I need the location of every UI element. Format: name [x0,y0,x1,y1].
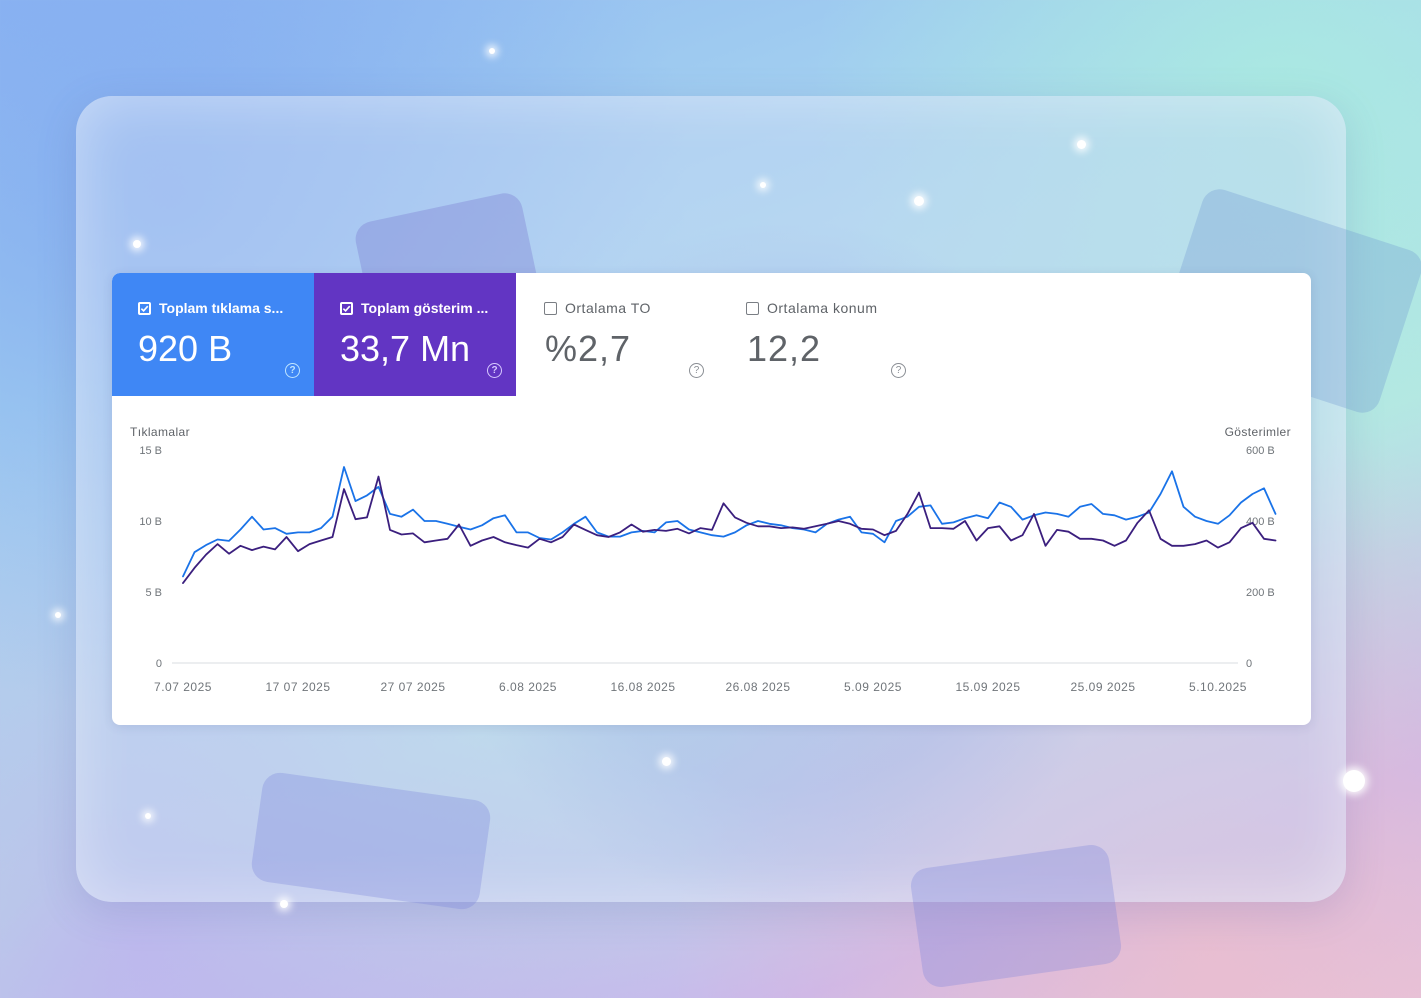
line-chart-svg: 0 5 B 10 B 15 B 0 200 B 400 B 600 B 7.07 2025 17 … [139,445,1277,694]
metric-average-ctr[interactable]: Ortalama TO %2,7 ? [516,273,718,396]
x-tick-label: 15.09 2025 [955,680,1020,694]
y-tick-label-left: 5 B [145,587,162,599]
y-tick-label-left: 15 B [139,445,162,457]
metric-value: 12,2 [747,328,822,369]
checkbox-icon[interactable] [138,301,151,315]
decor-shape [249,770,493,912]
x-tick-label: 17 07 2025 [265,680,330,694]
y-axis-title-clicks: Tıklamalar [130,425,191,439]
x-tick-label: 5.09 2025 [844,680,902,694]
x-tick-label: 5.10.2025 [1189,680,1247,694]
help-circle-icon[interactable]: ? [689,363,704,378]
metric-header: Ortalama TO [544,300,651,316]
help-circle-icon[interactable]: ? [285,363,300,378]
metric-label: Toplam gösterim ... [361,300,489,316]
sparkle [662,757,671,766]
sparkle [914,196,924,206]
y-tick-label-left: 10 B [139,516,162,528]
sparkle [760,182,766,188]
checkbox-icon[interactable] [746,301,759,315]
help-circle-icon[interactable]: ? [487,363,502,378]
x-tick-label: 6.08 2025 [499,680,557,694]
metric-total-clicks[interactable]: Toplam tıklama s... 920 B ? [112,273,314,396]
sparkle [55,612,61,618]
sparkle [145,813,151,819]
series-line-impressions [182,475,1277,585]
metric-tabs: Toplam tıklama s... 920 B ? Toplam göste… [112,273,1311,396]
checkbox-icon[interactable] [340,301,353,315]
performance-card: Toplam tıklama s... 920 B ? Toplam göste… [112,273,1311,725]
x-tick-label: 16.08 2025 [610,680,675,694]
metric-label: Ortalama TO [565,300,651,316]
y-tick-label-right: 0 [1246,658,1252,670]
y-axis-title-impressions: Gösterimler [1224,425,1291,439]
metric-label: Ortalama konum [767,300,878,316]
metric-value: 33,7 Mn [340,328,471,369]
x-tick-label: 25.09 2025 [1070,680,1135,694]
y-tick-label-left: 0 [156,658,162,670]
metric-total-impressions[interactable]: Toplam gösterim ... 33,7 Mn ? [314,273,516,396]
sparkle [280,900,288,908]
metric-label: Toplam tıklama s... [159,300,284,316]
y-tick-label-right: 600 B [1246,445,1275,457]
performance-chart: Tıklamalar Gösterimler 0 5 B 10 B 15 B 0 200 … [112,396,1311,725]
metric-average-position[interactable]: Ortalama konum 12,2 ? [718,273,920,396]
y-tick-label-right: 400 B [1246,516,1275,528]
sparkle [133,240,141,248]
checkbox-icon[interactable] [544,301,557,315]
x-tick-label: 7.07 2025 [154,680,212,694]
metric-header: Toplam tıklama s... [138,300,283,316]
metric-value: %2,7 [545,328,632,369]
help-circle-icon[interactable]: ? [891,363,906,378]
metric-header: Ortalama konum [746,300,877,316]
series-line-clicks [182,466,1277,578]
y-tick-label-right: 200 B [1246,587,1275,599]
sparkle [1077,140,1086,149]
sparkle [1343,770,1365,792]
metric-header: Toplam gösterim ... [340,300,488,316]
x-tick-label: 27 07 2025 [380,680,445,694]
sparkle [489,48,495,54]
x-tick-label: 26.08 2025 [725,680,790,694]
metric-value: 920 B [138,328,233,369]
